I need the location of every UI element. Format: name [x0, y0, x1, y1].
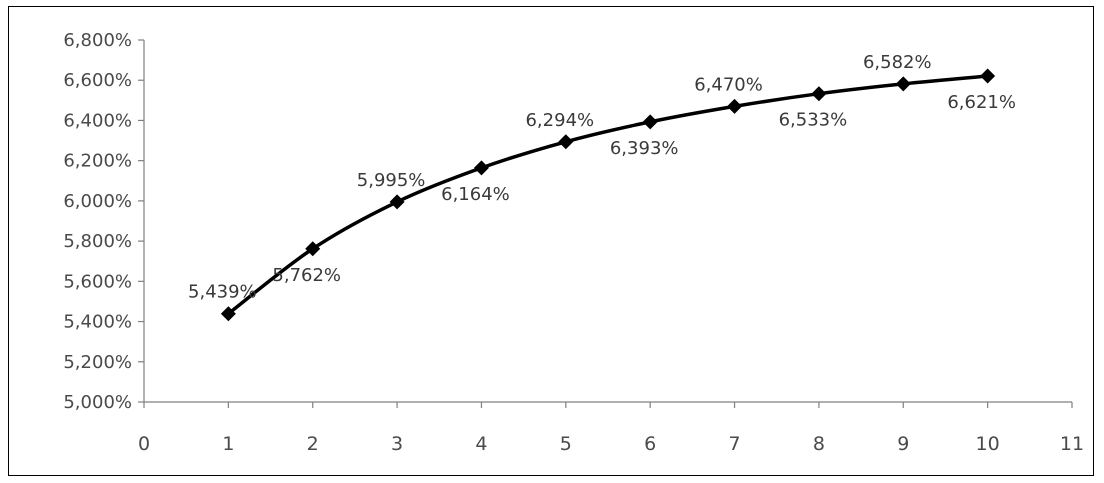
x-tick-label: 3	[391, 433, 403, 455]
data-point-marker	[811, 86, 827, 102]
data-label: 6,621%	[947, 92, 1016, 113]
x-axis: 0 1 2 3 4 5 6 7 8 9 10 11	[138, 401, 1084, 455]
x-tick-label: 1	[222, 433, 234, 455]
x-tick-label: 4	[475, 433, 487, 455]
data-label: 6,393%	[610, 138, 679, 159]
y-tick-label: 5,800%	[63, 231, 132, 252]
y-tick-label: 5,200%	[63, 352, 132, 373]
data-point-marker	[558, 134, 574, 150]
y-tick-label: 5,400%	[63, 312, 132, 333]
data-point-marker	[980, 68, 996, 84]
y-tick-label: 6,600%	[63, 70, 132, 91]
data-point-marker	[473, 160, 489, 176]
data-label: 6,533%	[779, 110, 848, 131]
data-label: 6,470%	[694, 74, 763, 95]
data-point-marker	[220, 306, 236, 322]
y-axis: 5,000% 5,200% 5,400% 5,600% 5,800% 6,000% 6,20…	[63, 30, 145, 413]
x-tick-label: 0	[138, 433, 150, 455]
y-tick-label: 6,000%	[63, 191, 132, 212]
data-label: 5,995%	[357, 170, 426, 191]
x-tick-label: 10	[976, 433, 1000, 455]
data-label: 6,582%	[863, 52, 932, 73]
y-tick-label: 5,000%	[63, 392, 132, 413]
data-point-marker	[389, 194, 405, 210]
data-label: 5,762%	[272, 265, 341, 286]
data-point-marker	[642, 114, 658, 130]
data-point-marker	[727, 98, 743, 114]
y-tick-label: 5,600%	[63, 271, 132, 292]
data-label: 5,439%	[188, 282, 257, 303]
x-tick-label: 11	[1060, 433, 1084, 455]
x-tick-label: 6	[644, 433, 656, 455]
data-label: 6,164%	[441, 184, 510, 205]
x-tick-label: 8	[813, 433, 825, 455]
y-tick-label: 6,200%	[63, 151, 132, 172]
data-point-marker	[305, 241, 321, 257]
series-group	[220, 68, 996, 322]
series-line	[227, 74, 988, 316]
x-tick-label: 9	[897, 433, 909, 455]
x-tick-label: 7	[728, 433, 740, 455]
x-tick-label: 5	[560, 433, 572, 455]
data-labels: 5,439% 5,762% 5,995% 6,164% 6,294% 6,393% 6,47…	[188, 52, 1016, 303]
data-label: 6,294%	[525, 110, 594, 131]
x-tick-label: 2	[307, 433, 319, 455]
y-tick-label: 6,400%	[63, 110, 132, 131]
data-point-marker	[895, 76, 911, 92]
y-tick-label: 6,800%	[63, 30, 132, 51]
